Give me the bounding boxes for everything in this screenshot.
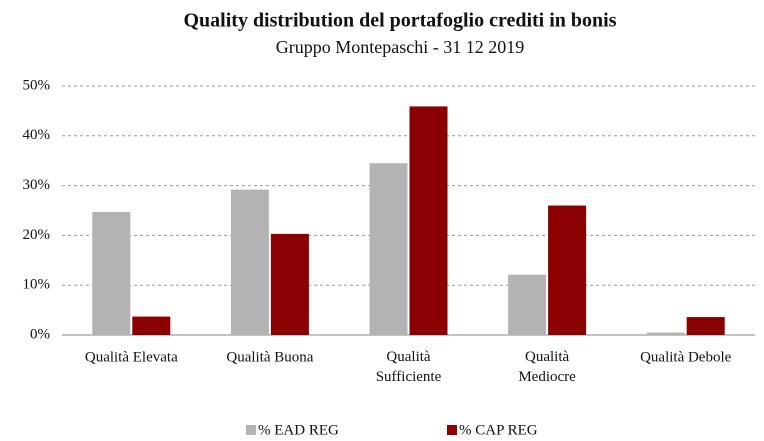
bar <box>92 211 131 335</box>
legend-label: % EAD REG <box>258 422 339 438</box>
bar <box>369 163 408 335</box>
bar <box>686 317 725 335</box>
y-tick-label: 10% <box>23 277 51 293</box>
bar <box>230 189 269 335</box>
legend-swatch <box>447 425 457 435</box>
y-tick-label: 20% <box>23 227 51 243</box>
chart-title: Quality distribution del portafoglio cre… <box>183 10 616 32</box>
x-tick-label: Qualità Debole <box>640 349 732 365</box>
bar <box>508 274 547 335</box>
x-tick-label: Qualità Elevata <box>85 349 178 365</box>
legend-swatch <box>246 425 256 435</box>
bar <box>646 332 685 335</box>
chart-subtitle: Gruppo Montepaschi - 31 12 2019 <box>276 37 524 57</box>
x-tick-label: Qualità Mediocre <box>518 349 576 385</box>
x-tick-label: Qualità Buona <box>226 349 313 365</box>
x-tick-label: Qualità Sufficiente <box>376 349 442 385</box>
bar <box>270 233 309 335</box>
bar <box>409 106 448 335</box>
y-tick-label: 0% <box>30 326 50 342</box>
y-tick-label: 40% <box>23 127 51 143</box>
bar <box>548 205 587 335</box>
legend-label: % CAP REG <box>459 422 538 438</box>
y-tick-label: 30% <box>23 177 51 193</box>
y-tick-label: 50% <box>23 77 51 93</box>
bar <box>132 316 171 335</box>
